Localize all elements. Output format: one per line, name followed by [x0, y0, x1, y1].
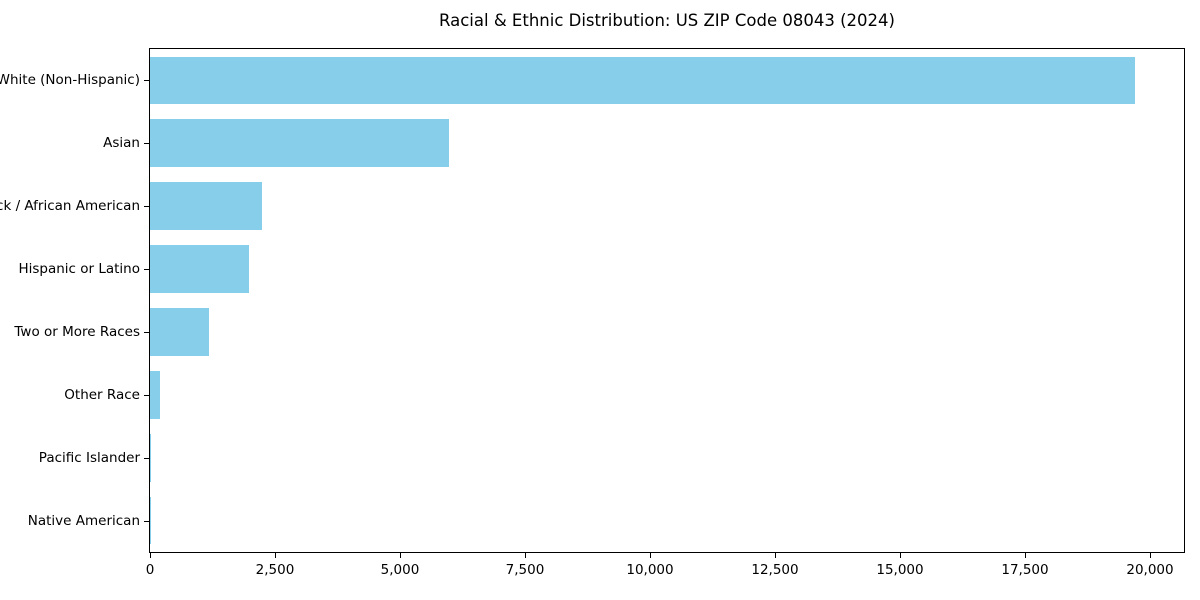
- x-tick-15000: [900, 553, 901, 558]
- bar-hispanic-or-latino: [150, 245, 249, 293]
- x-tick-label-7500: 7,500: [505, 562, 545, 578]
- y-label-pacific-islander: Pacific Islander: [38, 449, 140, 466]
- y-tick-two-or-more-races: [144, 331, 149, 333]
- y-label-hispanic-or-latino: Hispanic or Latino: [18, 261, 140, 278]
- x-tick-label-5000: 5,000: [380, 562, 420, 578]
- x-tick-label-10000: 10,000: [626, 562, 674, 578]
- y-label-asian: Asian: [103, 135, 140, 152]
- y-tick-other-race: [144, 394, 149, 396]
- bar-two-or-more-races: [150, 308, 209, 356]
- x-tick-12500: [775, 553, 776, 558]
- y-tick-white-non-hispanic: [144, 80, 149, 82]
- x-tick-label-20000: 20,000: [1126, 562, 1174, 578]
- y-label-other-race: Other Race: [64, 386, 140, 403]
- plot-area: [149, 48, 1185, 553]
- x-tick-label-17500: 17,500: [1001, 562, 1049, 578]
- x-tick-0: [150, 553, 151, 558]
- x-tick-5000: [400, 553, 401, 558]
- x-tick-label-2500: 2,500: [255, 562, 295, 578]
- bar-pacific-islander: [150, 433, 152, 482]
- x-tick-label-15000: 15,000: [876, 562, 924, 578]
- y-label-white-non-hispanic: White (Non-Hispanic): [0, 72, 140, 89]
- bar-white-non-hispanic: [150, 56, 1135, 105]
- chart-title: Racial & Ethnic Distribution: US ZIP Cod…: [439, 11, 895, 30]
- y-tick-black-african-american: [144, 206, 149, 208]
- x-tick-17500: [1025, 553, 1026, 558]
- y-tick-native-american: [144, 520, 149, 522]
- bar-native-american: [150, 496, 151, 545]
- x-tick-2500: [275, 553, 276, 558]
- x-tick-7500: [525, 553, 526, 558]
- x-tick-label-0: 0: [145, 562, 155, 578]
- y-tick-asian: [144, 143, 149, 145]
- x-tick-label-12500: 12,500: [751, 562, 799, 578]
- bar-other-race: [150, 370, 160, 419]
- x-tick-10000: [650, 553, 651, 558]
- x-tick-20000: [1150, 553, 1151, 558]
- bar-asian: [150, 119, 449, 168]
- y-label-two-or-more-races: Two or More Races: [14, 323, 140, 340]
- y-tick-hispanic-or-latino: [144, 269, 149, 271]
- y-label-native-american: Native American: [27, 512, 140, 529]
- bar-black-african-american: [150, 182, 262, 231]
- y-tick-pacific-islander: [144, 457, 149, 459]
- y-label-black-african-american: Black / African American: [0, 198, 140, 215]
